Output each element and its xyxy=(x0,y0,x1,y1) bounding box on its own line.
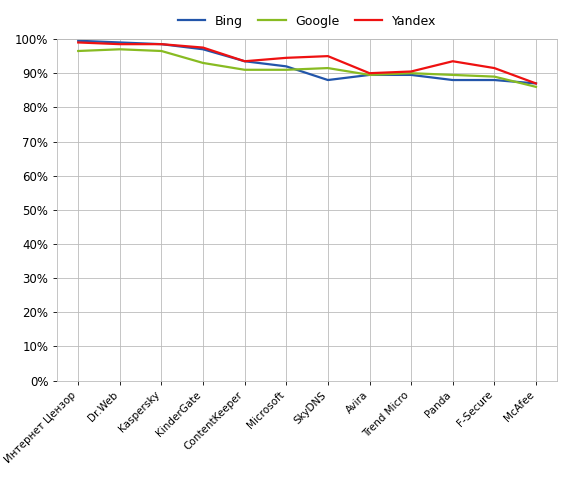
Yandex xyxy=(324,53,331,59)
Google xyxy=(491,74,498,80)
Google xyxy=(200,60,207,66)
Line: Yandex: Yandex xyxy=(78,42,536,83)
Bing xyxy=(533,81,540,86)
Bing xyxy=(283,63,290,69)
Bing xyxy=(158,41,165,47)
Google xyxy=(449,72,456,78)
Google xyxy=(158,48,165,54)
Bing xyxy=(241,59,248,64)
Bing xyxy=(491,77,498,83)
Legend: Bing, Google, Yandex: Bing, Google, Yandex xyxy=(177,15,437,27)
Yandex xyxy=(117,41,123,47)
Google xyxy=(366,72,373,78)
Bing xyxy=(324,77,331,83)
Google xyxy=(408,70,414,76)
Google xyxy=(75,48,82,54)
Bing xyxy=(75,38,82,44)
Yandex xyxy=(408,68,414,74)
Google xyxy=(117,46,123,52)
Yandex xyxy=(75,40,82,45)
Bing xyxy=(449,77,456,83)
Yandex xyxy=(283,55,290,61)
Bing xyxy=(408,72,414,78)
Yandex xyxy=(158,41,165,47)
Bing xyxy=(117,40,123,45)
Line: Bing: Bing xyxy=(78,41,536,83)
Yandex xyxy=(491,65,498,71)
Yandex xyxy=(533,81,540,86)
Bing xyxy=(200,46,207,52)
Yandex xyxy=(366,70,373,76)
Google xyxy=(324,65,331,71)
Google xyxy=(241,67,248,73)
Line: Google: Google xyxy=(78,49,536,87)
Bing xyxy=(366,72,373,78)
Yandex xyxy=(449,59,456,64)
Yandex xyxy=(241,59,248,64)
Google xyxy=(533,84,540,90)
Google xyxy=(283,67,290,73)
Yandex xyxy=(200,45,207,51)
